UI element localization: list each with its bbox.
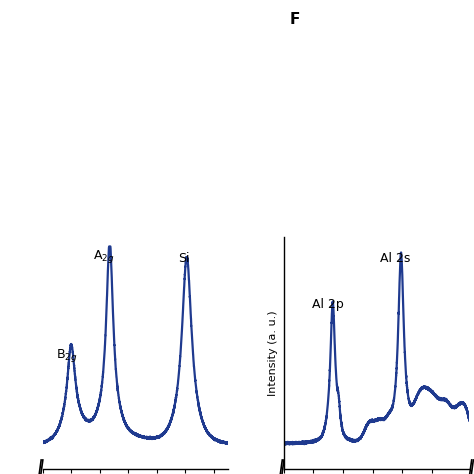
Text: Al 2s: Al 2s [380,252,410,265]
Y-axis label: Intensity (a. u.): Intensity (a. u.) [268,310,278,396]
Text: Si: Si [178,252,190,265]
Text: A$_{2g}$: A$_{2g}$ [93,248,115,265]
Text: F: F [289,12,300,27]
Text: B$_{2g}$: B$_{2g}$ [56,346,78,364]
Text: Al 2p: Al 2p [312,298,344,310]
